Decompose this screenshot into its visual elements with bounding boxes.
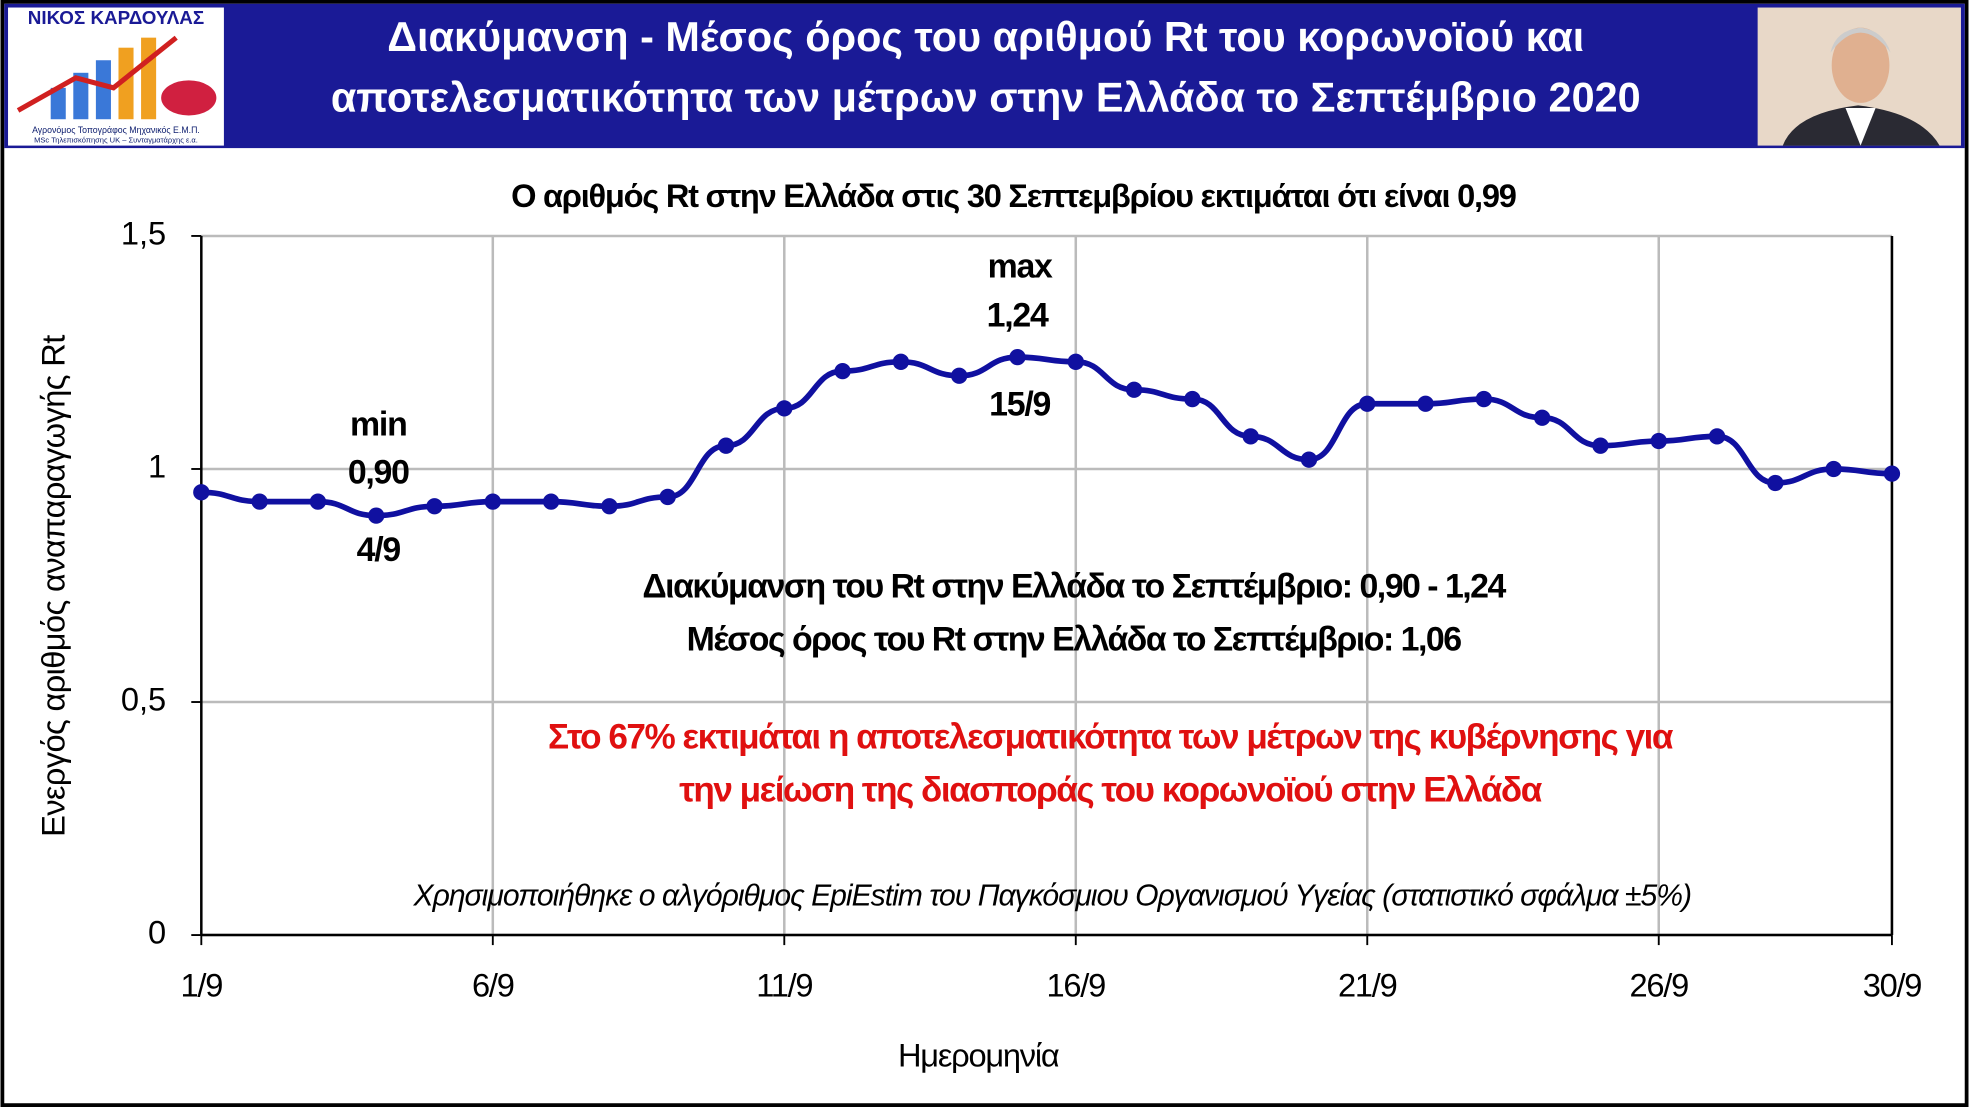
data-point — [834, 362, 851, 380]
logo-graphic — [16, 35, 217, 120]
data-point — [368, 507, 385, 524]
annotation: 0,90 — [348, 453, 409, 491]
logo-box — [8, 7, 224, 146]
data-point — [1475, 390, 1493, 408]
header-title: αποτελεσματικότητα των μέτρων στην Ελλάδ… — [331, 74, 1641, 120]
data-point — [1009, 348, 1026, 366]
author-line: Αγρονόμος Τοπογράφος Μηχανικός Ε.Μ.Π. — [32, 125, 200, 135]
data-point — [776, 400, 793, 417]
y-tick-label: 0,5 — [121, 681, 166, 718]
data-point — [892, 353, 910, 370]
data-point — [1883, 465, 1901, 482]
annotation: 4/9 — [357, 531, 401, 569]
x-tick-label: 11/9 — [756, 966, 812, 1003]
annotation: max — [988, 248, 1053, 286]
data-point — [1708, 428, 1726, 445]
data-point — [1067, 353, 1084, 370]
x-axis-label: Ημερομηνία — [898, 1037, 1059, 1074]
note: Διακύμανση του Rt στην Ελλάδα το Σεπτέμβ… — [642, 568, 1506, 606]
note: Μέσος όρος του Rt στην Ελλάδα το Σεπτέμβ… — [687, 620, 1462, 658]
y-axis-label: Ενεργός αριθμός αναπαραγωγής Rt — [34, 335, 71, 837]
data-point — [1359, 395, 1376, 412]
x-tick-label: 6/9 — [472, 966, 514, 1003]
data-point — [1650, 432, 1667, 450]
data-point — [659, 488, 676, 506]
chart-subtitle: Ο αριθμός Rt στην Ελλάδα στις 30 Σεπτεμβ… — [511, 177, 1516, 214]
data-point — [1125, 381, 1143, 398]
portrait — [1757, 7, 1961, 146]
data-point — [1242, 428, 1259, 445]
x-tick-label: 26/9 — [1630, 966, 1689, 1003]
x-tick-label: 21/9 — [1338, 966, 1397, 1003]
data-point — [1767, 474, 1784, 492]
data-point — [717, 437, 735, 454]
author-line: MSc Τηλεπισκόπησης UK – Συνταγματάρχης ε… — [34, 136, 198, 145]
annotation: 15/9 — [989, 386, 1050, 424]
data-point — [484, 493, 501, 510]
x-tick-label: 1/9 — [181, 966, 223, 1003]
data-point — [309, 493, 327, 510]
footnote: Χρησιμοποιήθηκε ο αλγόριθμος EpiEstim το… — [413, 879, 1692, 912]
x-tick-label: 30/9 — [1863, 966, 1922, 1003]
y-tick-label: 1 — [148, 448, 166, 485]
annotation: min — [350, 406, 406, 444]
data-point — [426, 498, 443, 515]
data-point — [1825, 460, 1842, 478]
data-point — [251, 493, 268, 510]
data-point — [1184, 390, 1201, 408]
y-tick-label: 0 — [148, 914, 166, 951]
author-name: ΝΙΚΟΣ ΚΑΡΔΟΥΛΑΣ — [28, 7, 204, 28]
data-point — [193, 484, 210, 501]
data-point — [951, 367, 968, 384]
data-point — [542, 493, 560, 510]
data-point — [601, 498, 618, 515]
highlight-note: την μείωση της διασποράς του κορωνοϊού σ… — [679, 770, 1542, 809]
data-point — [1417, 395, 1434, 412]
y-tick-label: 1,5 — [121, 215, 166, 252]
highlight-note: Στο 67% εκτιμάται η αποτελεσματικότητα τ… — [548, 718, 1674, 757]
data-point — [1533, 409, 1551, 426]
header-title: Διακύμανση - Μέσος όρος του αριθμού Rt τ… — [387, 14, 1584, 60]
x-tick-label: 16/9 — [1047, 966, 1106, 1003]
annotation: 1,24 — [987, 296, 1049, 334]
data-point — [1592, 437, 1609, 454]
data-point — [1300, 451, 1318, 468]
header-band — [4, 3, 1965, 149]
